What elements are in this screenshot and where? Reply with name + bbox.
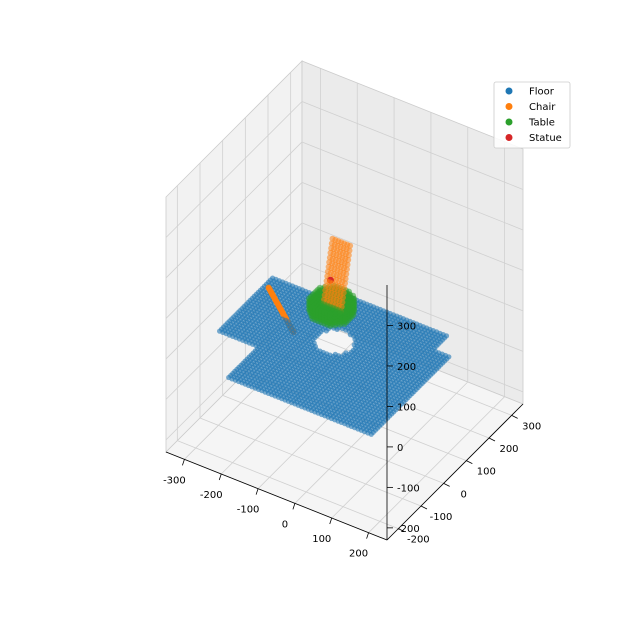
z-tick-label: -200 [397,524,420,535]
y-axis-line [386,403,524,541]
legend-marker [505,103,513,110]
x-tick-mark [292,503,296,510]
x-tick-mark [218,473,222,481]
x-tick-mark [182,459,185,466]
gridline-z [165,141,303,279]
x-tick-label: -300 [163,475,186,486]
gridline-z [301,101,524,190]
z-tick-label: 300 [397,321,416,332]
y-tick-label: -100 [430,512,453,523]
y-tick-mark [466,460,473,465]
x-tick-label: 100 [312,534,331,545]
gridline-z [165,182,303,319]
gridline-x [331,381,469,519]
legend-frame [493,81,571,149]
x-axis-line [165,451,388,541]
floor-point [334,326,340,332]
gridline-z [165,101,303,238]
y-tick-label: 200 [499,444,518,455]
z-tick-label: 0 [397,443,403,454]
y-tick-mark [398,528,405,533]
gridline-y [222,394,444,484]
legend-marker [505,134,513,141]
gridline-z [301,141,524,231]
table-point [331,310,338,317]
x-tick-label: 0 [282,519,288,530]
table-point [327,311,334,318]
x-tick-mark [255,488,259,495]
legend-label: Table [528,118,555,129]
axis-ticks: -300 -200 -100 0 100 200 -200 -100 0 100 200 300 -20… [163,285,541,560]
gridline-z [165,222,303,360]
legend-marker [505,118,513,126]
floor-point [368,431,374,437]
y-tick-mark [488,437,496,442]
gridline-y [199,417,422,507]
floor-point [323,328,329,334]
z-tick-label: -100 [397,483,420,494]
x-tick-mark [366,532,369,539]
legend-label: Chair [529,102,556,113]
x-tick-label: -200 [200,490,223,501]
legend-label: Floor [529,87,555,98]
legend-label: Statue [529,133,562,144]
gridline-z [301,182,524,271]
data-points [217,235,452,437]
z-tick-label: 200 [397,362,416,373]
legend-marker [505,87,513,95]
gridline-z [301,222,524,312]
y-tick-label: 100 [477,467,496,478]
y-tick-mark [443,482,450,487]
x-tick-label: 200 [349,549,368,560]
legend: Floor Chair Table Statue [493,81,571,149]
gridline-y [177,440,399,530]
y-tick-mark [420,505,428,510]
z-tick-label: 100 [397,402,416,413]
y-tick-label: -200 [407,535,430,546]
table-point [341,309,348,316]
y-tick-label: 300 [522,421,541,432]
y-tick-mark [511,414,518,419]
y-tick-label: 0 [460,489,466,500]
x-tick-mark [329,517,333,525]
table-point [336,310,343,317]
x-tick-label: -100 [237,505,260,516]
axes-grid [165,68,524,533]
gridline-x [368,396,505,533]
